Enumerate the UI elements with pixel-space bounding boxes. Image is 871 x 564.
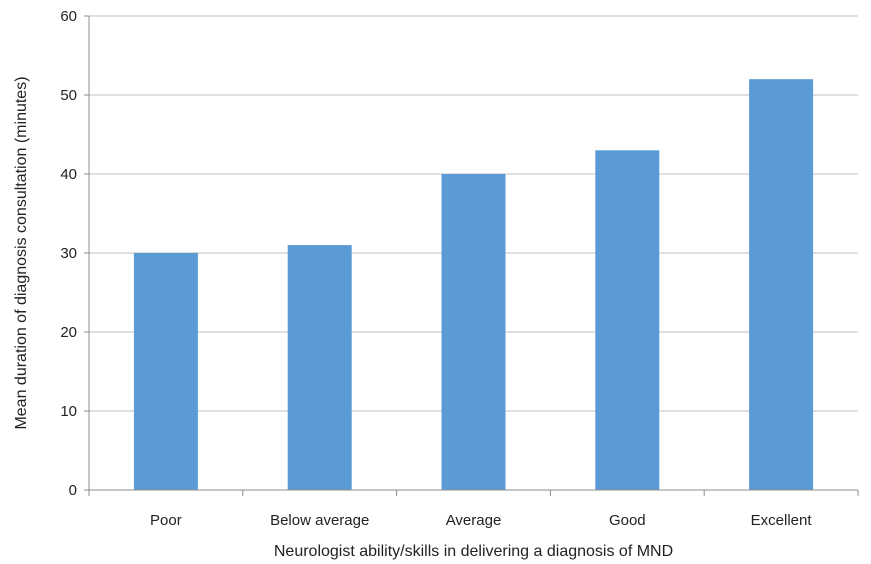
x-tick-label: Good (609, 512, 646, 529)
y-tick-label: 0 (69, 482, 77, 499)
x-tick-label: Average (446, 512, 502, 529)
y-tick-label: 30 (60, 245, 77, 262)
x-tick-labels: Poor Below average Average Good Excellent (88, 490, 859, 529)
bar (287, 245, 352, 490)
y-tick-label: 60 (60, 8, 77, 25)
bar (749, 79, 814, 490)
y-tick-label: 40 (60, 166, 77, 183)
x-tick-label: Excellent (751, 512, 813, 529)
y-tick-label: 20 (60, 324, 77, 341)
y-tick-labels: 0 10 20 30 40 50 60 (60, 8, 77, 499)
bar (133, 253, 198, 490)
axes (88, 16, 858, 491)
x-axis-title: Neurologist ability/skills in delivering… (274, 543, 673, 560)
bar (595, 150, 660, 491)
x-tick-label: Poor (150, 512, 182, 529)
y-axis-title: Mean duration of diagnosis consultation … (13, 76, 30, 429)
bars (133, 79, 814, 491)
y-tick-label: 10 (60, 403, 77, 420)
y-tick-label: 50 (60, 87, 77, 104)
x-tick-label: Below average (270, 512, 369, 529)
bar (441, 174, 506, 490)
